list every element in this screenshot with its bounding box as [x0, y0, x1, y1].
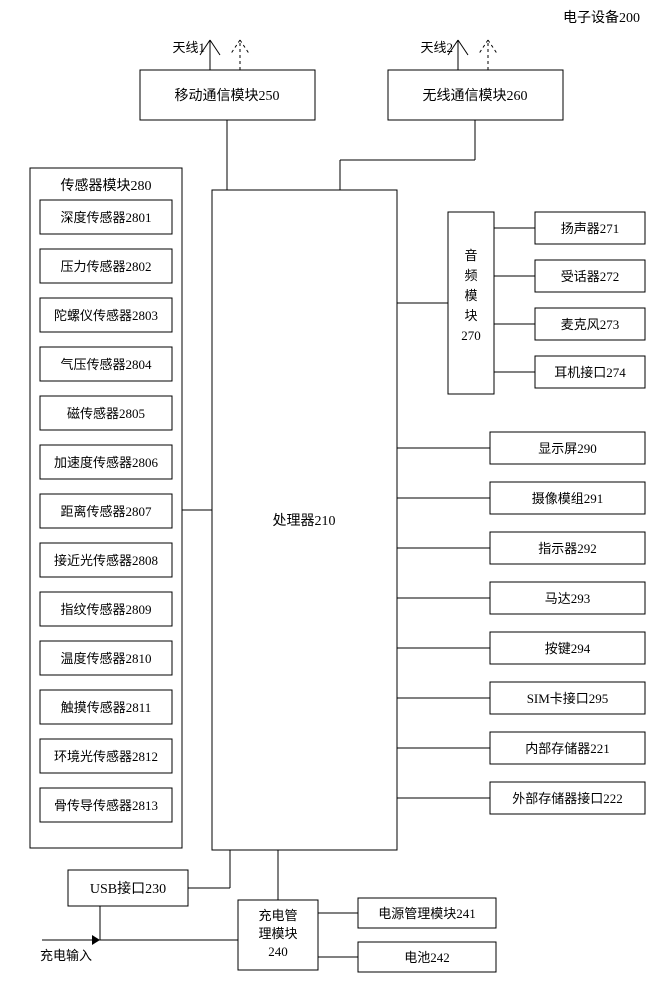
antenna-1: 天线1	[172, 40, 250, 70]
right-item-label: 马达293	[545, 591, 591, 606]
audio-item-label: 扬声器271	[561, 221, 620, 236]
svg-text:块: 块	[464, 308, 477, 323]
svg-text:频: 频	[464, 268, 477, 283]
wireless-comm-label: 无线通信模块260	[423, 88, 528, 104]
usb-label: USB接口230	[90, 880, 166, 897]
right-items-group: 显示屏290 摄像模组291 指示器292 马达293 按键294 SIM卡接口295 内部…	[397, 432, 645, 814]
svg-text:充电管: 充电管	[258, 908, 297, 923]
audio-module-block	[448, 212, 494, 394]
sensor-item-label: 温度传感器2810	[60, 651, 151, 666]
audio-items-group: 扬声器271 受话器272 麦克风273 耳机接口274	[494, 212, 645, 388]
charge-input-label: 充电输入	[40, 948, 92, 963]
audio-item-label: 麦克风273	[561, 317, 620, 332]
sensor-item-label: 接近光传感器2808	[54, 553, 158, 568]
battery-label: 电池242	[404, 950, 450, 965]
right-item-label: 外部存储器接口222	[512, 791, 623, 806]
svg-text:理模块: 理模块	[258, 926, 297, 941]
sensor-item-label: 深度传感器2801	[60, 210, 151, 225]
power-mgmt-label: 电源管理模块241	[378, 906, 476, 921]
right-item-label: 摄像模组291	[532, 491, 604, 506]
svg-text:音: 音	[464, 248, 477, 263]
antenna-2-label: 天线2	[420, 40, 453, 55]
processor-label: 处理器210	[273, 513, 336, 529]
sensor-item-label: 气压传感器2804	[60, 357, 152, 372]
sensor-item-label: 环境光传感器2812	[54, 749, 158, 764]
right-item-label: 显示屏290	[538, 441, 597, 456]
right-item-label: SIM卡接口295	[527, 691, 609, 706]
antenna-1-label: 天线1	[172, 40, 205, 55]
svg-text:270: 270	[461, 328, 481, 343]
audio-item-label: 耳机接口274	[554, 365, 626, 380]
sensor-item-label: 加速度传感器2806	[54, 455, 159, 470]
sensor-item-label: 压力传感器2802	[60, 259, 151, 274]
sensor-module-title: 传感器模块280	[61, 177, 152, 194]
right-item-label: 按键294	[545, 641, 591, 656]
diagram-title: 电子设备200	[563, 9, 640, 26]
sensor-item-label: 磁传感器2805	[67, 406, 145, 421]
right-item-label: 内部存储器221	[525, 741, 610, 756]
sensor-item-label: 陀螺仪传感器2803	[54, 308, 158, 323]
right-item-label: 指示器292	[538, 541, 597, 556]
svg-text:240: 240	[268, 944, 288, 959]
charge-input: 充电输入	[40, 906, 100, 963]
antenna-2: 天线2	[420, 40, 498, 70]
system-block-diagram: 电子设备200 天线1 天线2 移动通信模块250 无线通信模块260 处理器2…	[0, 0, 672, 1000]
sensor-item-label: 骨传导传感器2813	[54, 798, 158, 813]
sensor-item-label: 距离传感器2807	[60, 504, 152, 519]
mobile-comm-label: 移动通信模块250	[175, 88, 280, 104]
audio-item-label: 受话器272	[561, 269, 620, 284]
sensor-item-label: 指纹传感器2809	[60, 602, 151, 617]
svg-text:模: 模	[464, 288, 477, 303]
sensor-item-label: 触摸传感器2811	[61, 700, 152, 715]
